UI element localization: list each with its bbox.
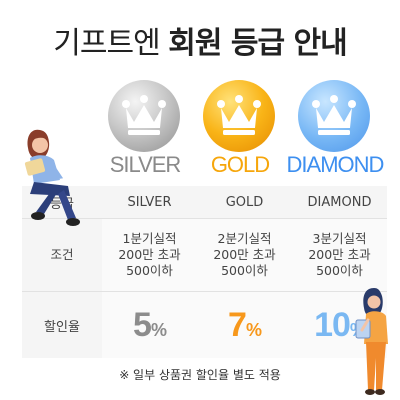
footnote: ※ 일부 상품권 할인율 별도 적용	[119, 368, 281, 382]
cell-condition-diamond: 3분기실적 200만 초과 500이하	[292, 218, 387, 292]
cell-grade-diamond: DIAMOND	[292, 186, 387, 219]
condition-line: 200만 초과	[213, 247, 276, 262]
woman-reading-illustration	[24, 129, 80, 226]
silver-badge	[108, 80, 180, 152]
tier-name-silver: SILVER	[109, 152, 182, 177]
condition-line: 200만 초과	[118, 247, 181, 262]
title-brand: 기프트엔	[53, 26, 160, 61]
rate-value: 7	[228, 305, 247, 344]
table-row: 등급 SILVER GOLD DIAMOND	[22, 186, 387, 219]
woman-with-tablet-illustration	[355, 288, 388, 395]
cell-condition-gold: 2분기실적 200만 초과 500이하	[197, 218, 292, 292]
cell-grade-gold: GOLD	[197, 186, 292, 219]
cell-condition-silver: 1분기실적 200만 초과 500이하	[102, 218, 197, 292]
tier-name-gold: GOLD	[210, 152, 270, 177]
condition-line: 3분기실적	[312, 231, 367, 246]
condition-line: 2분기실적	[217, 231, 272, 246]
condition-line: 500이하	[221, 263, 268, 278]
row-label-condition: 조건	[22, 218, 102, 292]
tier-name-diamond: DIAMOND	[286, 152, 385, 177]
diamond-badge	[298, 80, 370, 152]
cell-rate-gold: 7%	[197, 291, 292, 358]
condition-line: 500이하	[316, 263, 363, 278]
condition-line: 1분기실적	[122, 231, 177, 246]
rate-unit: %	[245, 319, 262, 340]
row-label-discount: 할인율	[22, 291, 102, 358]
gold-badge	[203, 80, 275, 152]
table-row: 조건 1분기실적 200만 초과 500이하 2분기실적 200만 초과 500…	[22, 218, 387, 292]
grade-table: 등급 SILVER GOLD DIAMOND 조건 1분기실적 200만 초과 …	[22, 186, 387, 358]
rate-value: 5	[133, 305, 152, 344]
crown-icon	[312, 95, 356, 135]
rate-value: 10	[314, 305, 351, 344]
rate-unit: %	[150, 319, 167, 340]
cell-grade-silver: SILVER	[102, 186, 197, 219]
condition-line: 500이하	[126, 263, 173, 278]
title-main: 회원 등급 안내	[168, 26, 347, 61]
table-row: 할인율 5% 7% 10%	[22, 291, 387, 358]
cell-rate-silver: 5%	[102, 291, 197, 358]
condition-line: 200만 초과	[308, 247, 371, 262]
crown-icon	[122, 95, 166, 135]
crown-icon	[217, 95, 261, 135]
page-title: 기프트엔 회원 등급 안내	[0, 18, 400, 62]
